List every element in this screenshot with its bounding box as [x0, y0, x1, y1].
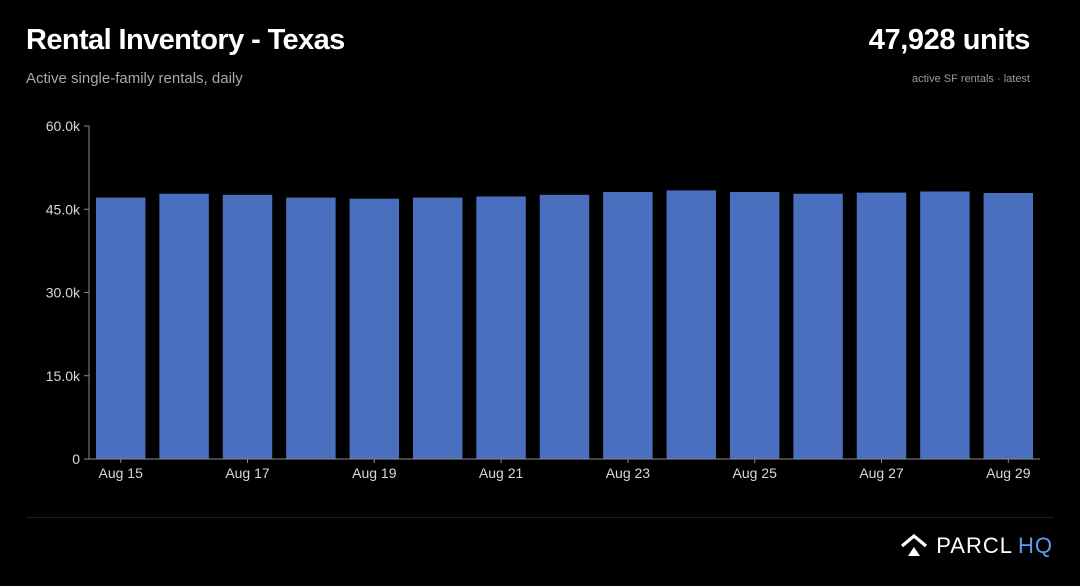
bar: [539, 194, 590, 459]
y-tick-label: 60.0k: [46, 118, 81, 134]
y-tick-label: 30.0k: [46, 285, 81, 301]
bar: [856, 192, 907, 459]
y-tick-label: 15.0k: [46, 368, 81, 384]
latest-units-caption: active SF rentals · latest: [912, 73, 1030, 85]
bar: [159, 193, 209, 459]
bar: [412, 197, 463, 459]
bar-chart: 0 15.0k 30.0k 45.0k 60.0k Aug 15 Aug 17 Aug 19…: [46, 118, 1040, 481]
y-axis-ticks: 0 15.0k 30.0k 45.0k 60.0k: [46, 118, 89, 467]
footer-divider: [26, 517, 1054, 518]
bar: [793, 193, 843, 459]
x-tick-label: Aug 23: [606, 465, 651, 481]
bar: [349, 198, 400, 459]
bar: [666, 190, 717, 459]
y-tick-label: 45.0k: [46, 201, 81, 217]
bar: [222, 194, 273, 459]
x-tick-label: Aug 29: [986, 465, 1031, 481]
bars: [95, 190, 1034, 460]
bar: [983, 193, 1034, 459]
brand-logo: PARCL HQ: [900, 533, 1053, 559]
x-axis-ticks: Aug 15 Aug 17 Aug 19 Aug 21 Aug 23 Aug 25 Aug …: [99, 459, 1031, 481]
house-logo-icon: [901, 534, 928, 556]
brand-accent: HQ: [1018, 533, 1053, 558]
x-tick-label: Aug 17: [225, 465, 270, 481]
bar: [286, 197, 336, 459]
brand-name: PARCL: [936, 533, 1013, 558]
bar: [95, 197, 146, 459]
x-tick-label: Aug 15: [99, 465, 144, 481]
bar: [603, 192, 653, 460]
latest-units-value: 47,928 units: [868, 24, 1031, 56]
x-tick-label: Aug 27: [859, 465, 904, 481]
bar: [476, 196, 526, 460]
bar: [920, 191, 970, 460]
y-tick-label: 0: [72, 451, 80, 467]
chart-title: Rental Inventory - Texas: [26, 24, 345, 56]
chart-subtitle: Active single-family rentals, daily: [26, 70, 243, 87]
x-tick-label: Aug 19: [352, 465, 397, 481]
x-tick-label: Aug 25: [733, 465, 778, 481]
x-tick-label: Aug 21: [479, 465, 524, 481]
bar: [729, 192, 780, 460]
